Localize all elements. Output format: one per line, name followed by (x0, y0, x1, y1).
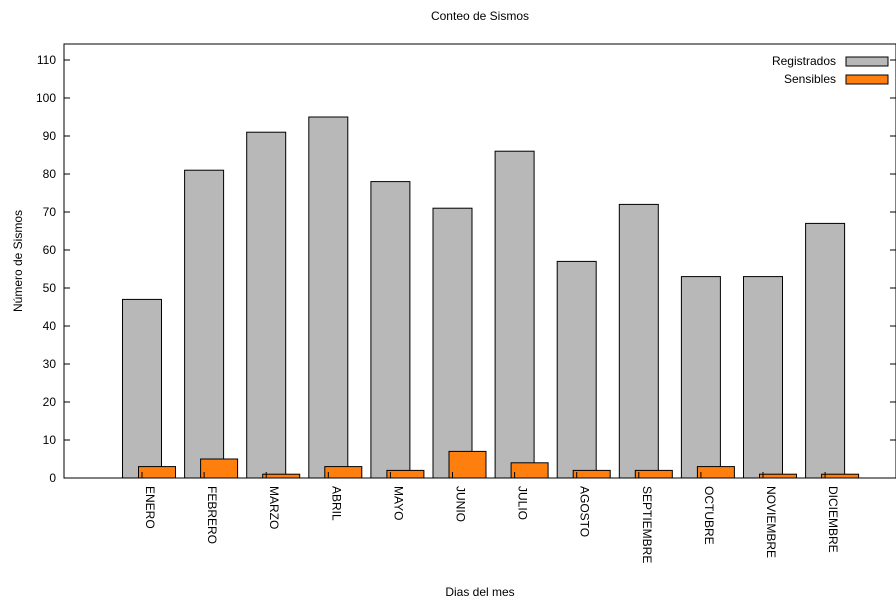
x-tick-label: SEPTIEMBRE (640, 486, 654, 563)
x-tick-label: ENERO (143, 486, 157, 529)
y-tick-label: 100 (36, 91, 56, 105)
bar-registrados (308, 116, 349, 479)
bar-registrados (184, 169, 225, 479)
legend-swatch (845, 56, 889, 67)
y-axis-label: Número de Sismos (11, 210, 25, 312)
bar-registrados (805, 222, 846, 479)
bar-sensibles (262, 473, 301, 479)
y-tick-label: 0 (49, 471, 56, 485)
y-tick-label: 110 (37, 53, 56, 67)
bar-registrados (494, 150, 535, 479)
bar-registrados (122, 298, 162, 479)
legend-label: Sensibles (784, 72, 836, 86)
bars-group (122, 116, 860, 479)
chart-title: Conteo de Sismos (431, 9, 529, 23)
y-tick-label: 20 (43, 395, 57, 409)
y-tick-label: 60 (43, 243, 57, 257)
legend: Registrados Sensibles (772, 54, 889, 86)
y-tick-label: 50 (43, 281, 57, 295)
y-tick-label: 30 (43, 357, 57, 371)
y-tick-label: 90 (43, 129, 57, 143)
bar-registrados (618, 203, 659, 479)
bar-sensibles (696, 466, 735, 479)
bar-sensibles (821, 473, 860, 479)
bar-sensibles (324, 466, 363, 479)
x-tick-label: AGOSTO (578, 486, 592, 537)
bar-sensibles (510, 462, 549, 479)
x-tick-label: JUNIO (454, 486, 468, 522)
x-tick-label: MARZO (267, 486, 281, 529)
x-tick-label: DICIEMBRE (826, 486, 840, 553)
legend-label: Registrados (772, 54, 836, 68)
bar-sensibles (572, 469, 611, 479)
bar-sensibles (138, 466, 176, 479)
bar-registrados (246, 131, 287, 479)
x-tick-label: MAYO (391, 486, 405, 520)
y-tick-label: 40 (43, 319, 57, 333)
bar-sensibles (200, 458, 239, 479)
x-tick-label: ABRIL (329, 486, 343, 521)
bar-registrados (370, 181, 411, 479)
y-tick-label: 80 (43, 167, 57, 181)
bar-sensibles (634, 469, 673, 479)
bar-registrados (743, 276, 783, 479)
x-tick-label: OCTUBRE (702, 486, 716, 545)
bar-sensibles (759, 473, 797, 479)
legend-swatch (845, 74, 889, 85)
bar-registrados (556, 260, 597, 479)
x-tick-label: JULIO (516, 486, 530, 520)
bar-registrados (680, 276, 721, 479)
bar-sensibles (448, 450, 487, 479)
x-axis: ENERO FEBRERO MARZO ABRIL MAYO JUNIO JULIO AGOS… (141, 472, 840, 563)
bar-registrados (432, 207, 473, 479)
y-tick-label: 70 (43, 205, 57, 219)
y-axis: 0 10 20 30 40 50 60 70 80 90 100 110 (36, 53, 896, 485)
x-axis-label: Dias del mes (445, 585, 514, 599)
bar-sensibles (386, 469, 425, 479)
y-tick-label: 10 (43, 433, 57, 447)
x-tick-label: FEBRERO (205, 486, 219, 544)
x-tick-label: NOVIEMBRE (764, 486, 778, 558)
